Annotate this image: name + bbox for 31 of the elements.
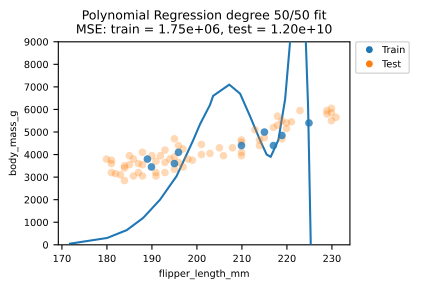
y-tick-label: 7000 — [24, 83, 48, 91]
y-tick-label: 6000 — [24, 106, 48, 114]
x-tick-label: 170 — [54, 254, 71, 262]
x-tick-label: 200 — [188, 254, 206, 262]
x-tick-label: 180 — [98, 254, 116, 262]
y-tick-label: 1000 — [24, 218, 48, 226]
x-axis-title: flipper_length_mm — [158, 269, 249, 280]
y-tick-label: 0 — [43, 241, 48, 249]
point — [278, 132, 286, 140]
point — [260, 128, 268, 136]
point — [305, 119, 313, 127]
x-tick-label: 210 — [233, 254, 251, 262]
point — [144, 155, 152, 163]
y-tick-label: 5000 — [24, 128, 48, 136]
x-tick-label: 190 — [144, 254, 161, 262]
x-tick-label: 220 — [278, 254, 296, 262]
point — [148, 163, 156, 171]
y-tick-label: 9000 — [24, 38, 48, 46]
y-tick-label: 3000 — [24, 174, 48, 181]
x-tick-label: 230 — [323, 254, 341, 262]
point — [174, 148, 182, 156]
y-tick-label: 2000 — [24, 196, 48, 204]
point — [170, 160, 178, 168]
legend-label: Train — [382, 46, 404, 54]
y-tick-label: 4000 — [24, 151, 48, 158]
legend-label: Test — [382, 60, 401, 68]
point — [238, 142, 246, 150]
y-axis-title: body_mass_g — [8, 111, 18, 176]
y-tick-label: 8000 — [24, 60, 48, 68]
chart-title: Polynomial Regression degree 50/50 fit MSE: train = 1.75e+06, test = 1.20e+10 — [77, 10, 332, 35]
point — [270, 142, 278, 150]
